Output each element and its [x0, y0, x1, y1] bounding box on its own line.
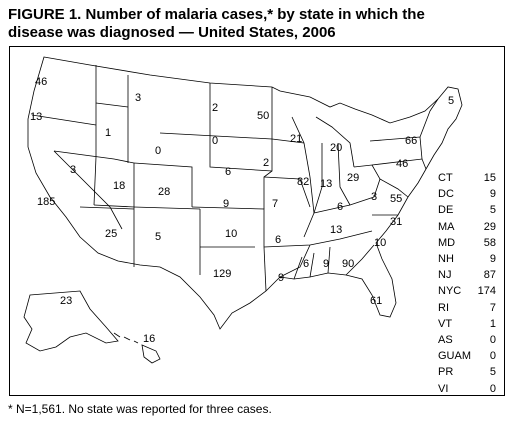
legend-value: 87	[483, 269, 496, 282]
legend-row: VT 1	[438, 316, 496, 332]
state-label-in: 13	[320, 178, 332, 190]
state-label-nc: 31	[390, 216, 402, 228]
legend-abbr: DC	[438, 188, 454, 201]
state-label-ok: 10	[225, 228, 237, 240]
figure-title-line-2: disease was diagnosed — United States, 2…	[8, 24, 336, 41]
legend-abbr: MD	[438, 236, 456, 249]
legend-abbr: GUAM	[438, 350, 471, 363]
legend-value: 58	[483, 236, 496, 249]
state-label-tn: 13	[330, 224, 342, 236]
legend-value: 0	[489, 382, 496, 395]
state-label-ar: 6	[275, 234, 281, 246]
legend-row: NYC 174	[438, 283, 496, 299]
state-label-wa: 46	[35, 76, 47, 88]
legend-row: DC 9	[438, 186, 496, 202]
legend-row: MA 29	[438, 219, 496, 235]
legend-value: 0	[489, 350, 496, 363]
legend-row: NJ 87	[438, 267, 496, 283]
legend-value: 9	[489, 188, 496, 201]
state-label-mt: 3	[135, 92, 141, 104]
legend-row: VI 0	[438, 381, 496, 397]
state-label-ak: 23	[60, 295, 72, 307]
state-label-ny: 66	[405, 135, 417, 147]
state-label-hi: 16	[143, 333, 155, 345]
state-label-or: 13	[30, 111, 42, 123]
state-label-mi: 20	[330, 142, 342, 154]
legend-abbr: AS	[438, 334, 453, 347]
legend-value: 9	[489, 253, 496, 266]
legend-row: DE 5	[438, 202, 496, 218]
legend-abbr: RI	[438, 301, 449, 314]
state-label-pa: 46	[396, 158, 408, 170]
alaska-outline	[23, 290, 119, 352]
state-label-nm: 5	[155, 231, 161, 243]
state-label-il: 82	[297, 176, 309, 188]
legend-value: 29	[483, 220, 496, 233]
state-label-me: 5	[448, 95, 454, 107]
hawaii-islands	[113, 332, 161, 364]
state-label-id: 1	[105, 127, 111, 139]
legend-abbr: VI	[438, 382, 449, 395]
state-label-mo: 7	[272, 198, 278, 210]
legend-abbr: NYC	[438, 285, 462, 298]
legend-value: 7	[489, 301, 496, 314]
legend-abbr: NH	[438, 253, 454, 266]
state-label-co: 28	[158, 186, 170, 198]
figure-title-line-1: FIGURE 1. Number of malaria cases,* by s…	[8, 6, 425, 23]
legend-value: 174	[477, 285, 496, 298]
state-label-mn: 50	[257, 110, 269, 122]
state-label-ne: 6	[225, 166, 231, 178]
state-label-wv: 3	[371, 191, 377, 203]
state-label-sd: 0	[212, 135, 218, 147]
state-label-nd: 2	[212, 102, 218, 114]
legend-row: NH 9	[438, 251, 496, 267]
legend-value: 1	[489, 317, 496, 330]
state-label-az: 25	[105, 228, 117, 240]
map-frame	[9, 46, 505, 396]
small-states-legend: CT 15 DC 9 DE 5 MA 29 MD 58 NH 9 NJ 87 NYC 174 R…	[438, 170, 496, 397]
state-label-ky: 6	[337, 201, 343, 213]
state-label-tx: 129	[213, 268, 231, 280]
legend-row: RI 7	[438, 300, 496, 316]
state-label-ks: 9	[223, 198, 229, 210]
legend-row: GUAM 0	[438, 348, 496, 364]
us-map: 46 13 1 3 2 0 0 6 50 21 2 20 3 185 18 28…	[23, 56, 463, 364]
state-label-va: 55	[390, 193, 402, 205]
state-label-wi: 21	[290, 133, 302, 145]
state-boundaries	[27, 56, 463, 330]
legend-row: MD 58	[438, 235, 496, 251]
state-label-fl: 61	[370, 295, 382, 307]
state-label-sc: 10	[374, 237, 386, 249]
legend-value: 15	[483, 172, 496, 184]
legend-row: AS 0	[438, 332, 496, 348]
legend-value: 5	[489, 204, 496, 217]
state-label-ga: 90	[342, 258, 354, 270]
state-label-ut: 18	[113, 180, 125, 192]
state-label-ca: 185	[37, 196, 55, 208]
legend-row: PR 5	[438, 364, 496, 380]
state-value-labels: 46 13 1 3 2 0 0 6 50 21 2 20 3 185 18 28…	[30, 76, 454, 345]
legend-abbr: MA	[438, 220, 455, 233]
state-label-la: 9	[278, 272, 284, 284]
state-label-wy: 0	[155, 145, 161, 157]
legend-row: CT 15	[438, 170, 496, 186]
legend-abbr: NJ	[438, 269, 452, 282]
legend-abbr: VT	[438, 317, 453, 330]
state-label-ia: 2	[263, 157, 269, 169]
figure-title: FIGURE 1. Number of malaria cases,* by s…	[8, 6, 508, 42]
legend-value: 0	[489, 334, 496, 347]
legend-abbr: DE	[438, 204, 454, 217]
footnote: * N=1,561. No state was reported for thr…	[8, 402, 272, 416]
state-label-nv: 3	[70, 164, 76, 176]
legend-abbr: CT	[438, 172, 453, 184]
state-label-al: 9	[323, 258, 329, 270]
legend-value: 5	[489, 366, 496, 379]
legend-abbr: PR	[438, 366, 454, 379]
state-label-ms: 6	[303, 258, 309, 270]
state-label-oh: 29	[347, 172, 359, 184]
